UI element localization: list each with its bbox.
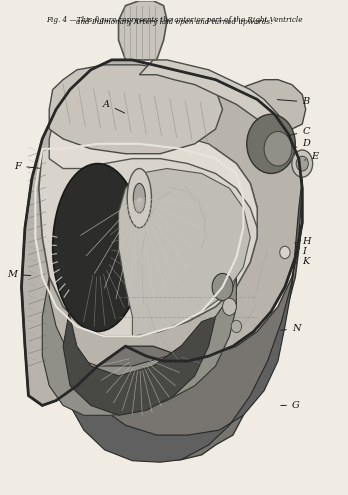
Text: B: B [277,98,309,106]
Text: D: D [294,139,310,148]
Ellipse shape [53,163,143,332]
Polygon shape [63,307,216,415]
Text: K: K [296,257,309,266]
Polygon shape [77,188,302,460]
Text: and Pulmonary Artery laid open and turned upwards.: and Pulmonary Artery laid open and turne… [76,18,272,26]
Polygon shape [236,80,306,129]
Text: G: G [281,401,300,410]
Polygon shape [119,168,250,336]
Polygon shape [22,60,302,405]
Polygon shape [42,277,236,415]
Text: I: I [296,247,306,256]
Ellipse shape [296,156,308,171]
Text: N: N [281,324,300,334]
Ellipse shape [222,298,236,315]
Ellipse shape [264,132,292,166]
Text: E: E [305,151,318,161]
Polygon shape [70,178,302,462]
Ellipse shape [133,183,145,213]
Text: H: H [294,237,311,246]
Ellipse shape [231,320,242,333]
Ellipse shape [127,168,151,228]
Polygon shape [139,60,285,149]
Polygon shape [49,80,257,228]
Text: C: C [287,127,310,136]
Text: Fig. 4 —This figure represents the anterior part of the Right Ventricle: Fig. 4 —This figure represents the anter… [46,15,302,23]
Text: M: M [8,270,31,279]
Ellipse shape [280,247,290,258]
Ellipse shape [292,150,313,177]
Text: A: A [103,100,125,113]
Polygon shape [119,0,167,60]
Text: F: F [15,161,40,170]
Polygon shape [49,65,222,154]
Ellipse shape [212,273,233,300]
Polygon shape [39,134,257,336]
Ellipse shape [247,114,295,173]
